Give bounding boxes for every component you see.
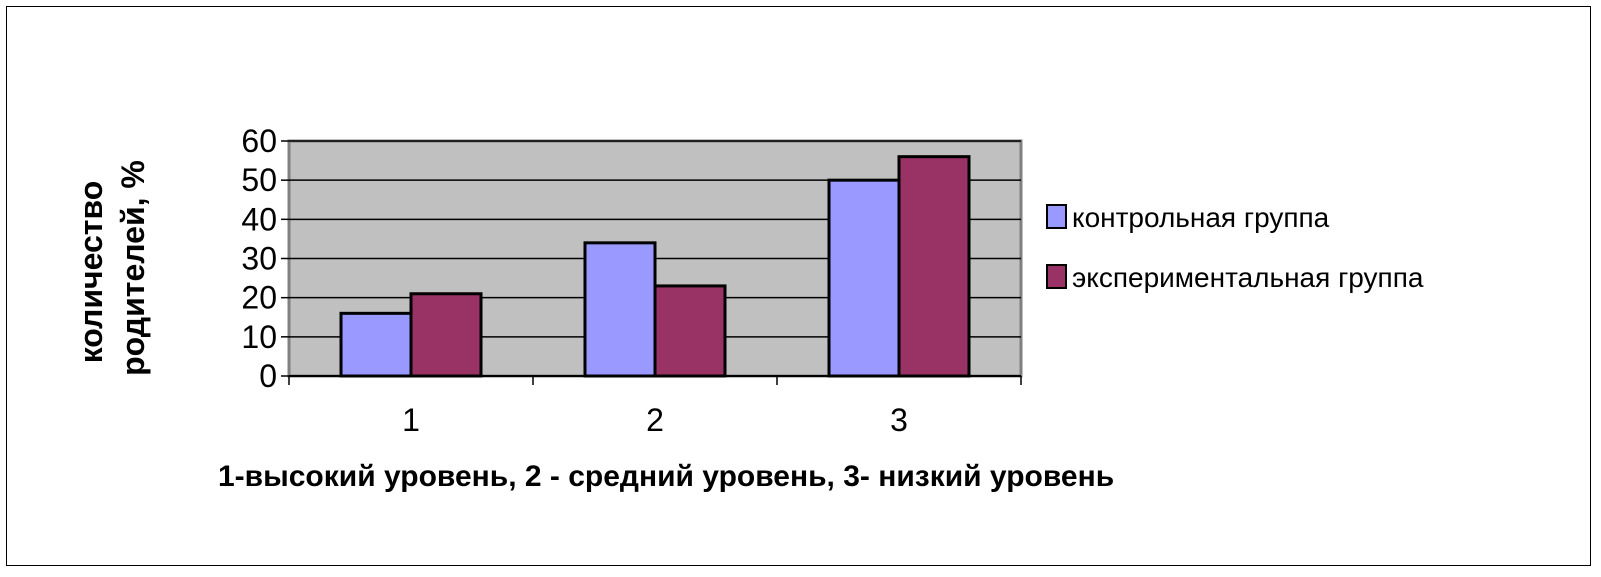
- bar-experimental-3: [897, 155, 971, 378]
- y-tick-label: 30: [241, 241, 277, 277]
- x-tick-label: 1: [402, 402, 420, 438]
- y-tick-label: 10: [241, 319, 277, 355]
- y-tick-label: 60: [241, 123, 277, 159]
- bar-experimental-2: [653, 284, 727, 378]
- bars: [339, 155, 971, 378]
- legend-swatch-experimental: [1046, 264, 1067, 289]
- legend: контрольная группа экспериментальная гру…: [1046, 202, 1424, 293]
- legend-label-experimental: экспериментальная группа: [1072, 262, 1424, 293]
- y-tick-label: 50: [241, 162, 277, 198]
- y-axis-label-line-1: количество: [73, 181, 109, 364]
- y-tick-label: 20: [241, 280, 277, 316]
- bar-control-1: [339, 311, 413, 378]
- bar-control-2: [583, 241, 657, 378]
- bar-control-3: [827, 178, 901, 378]
- legend-label-control: контрольная группа: [1072, 202, 1330, 233]
- y-tick-label: 40: [241, 201, 277, 237]
- bar-experimental-1: [409, 292, 483, 378]
- x-axis-label: 1-высокий уровень, 2 - средний уровень, …: [218, 460, 1114, 493]
- x-axis-ticks: 1 2 3: [288, 376, 1022, 438]
- x-tick-label: 3: [890, 402, 908, 438]
- y-tick-label: 0: [259, 358, 277, 394]
- y-axis-label-line-2: родителей, %: [115, 160, 151, 376]
- legend-swatch-control: [1046, 204, 1067, 229]
- x-tick-label: 2: [646, 402, 664, 438]
